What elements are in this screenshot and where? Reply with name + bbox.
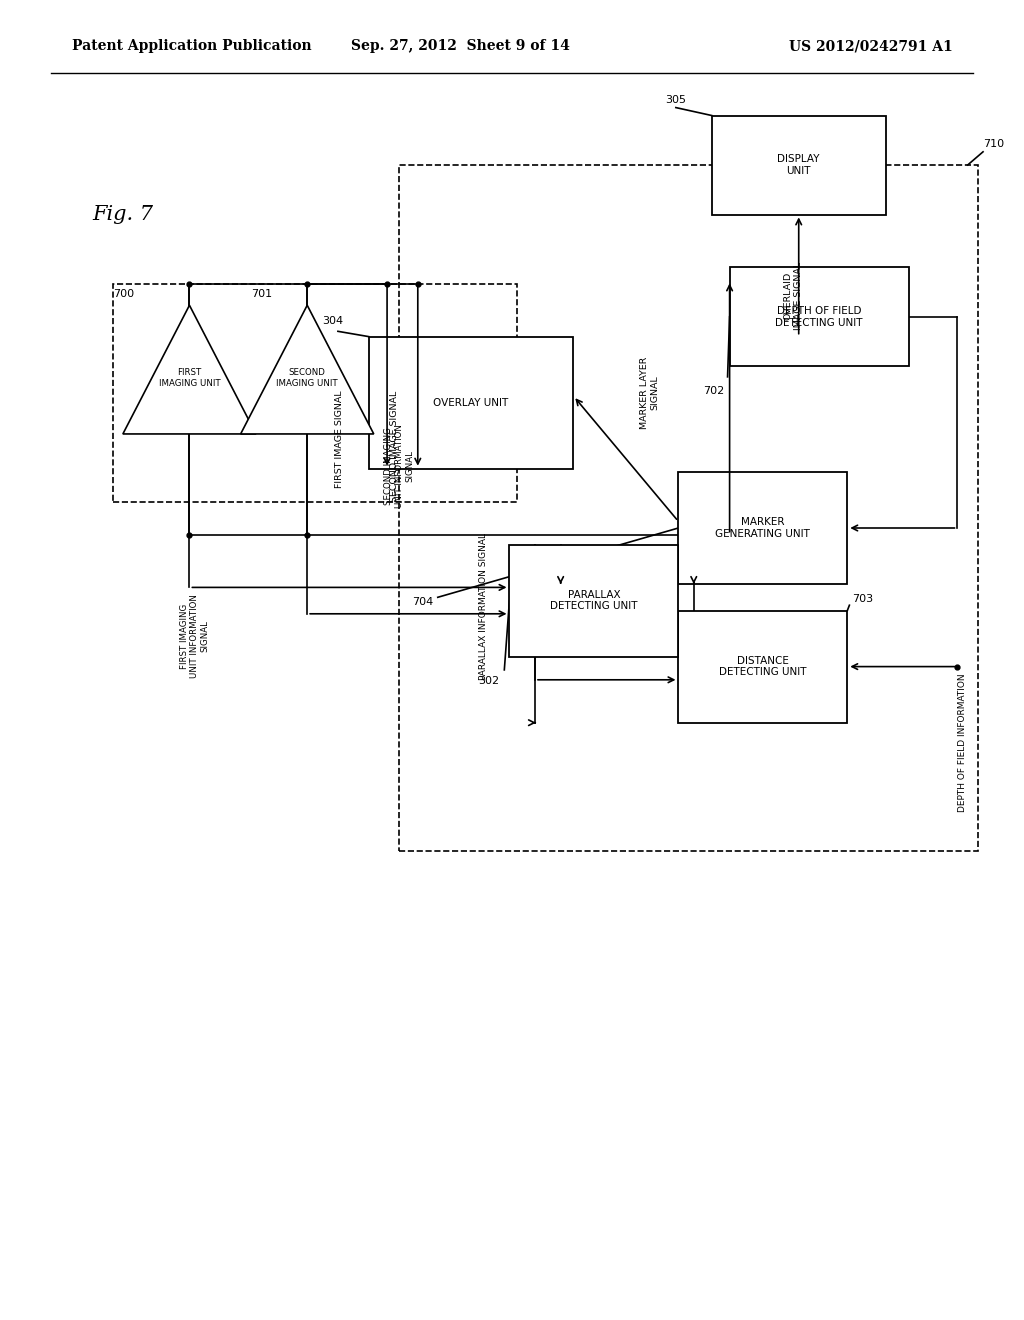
Text: FIRST
IMAGING UNIT: FIRST IMAGING UNIT [159, 368, 220, 388]
Text: 302: 302 [478, 676, 499, 686]
Text: MARKER LAYER
SIGNAL: MARKER LAYER SIGNAL [640, 356, 659, 429]
Text: DEPTH OF FIELD
DETECTING UNIT: DEPTH OF FIELD DETECTING UNIT [775, 306, 863, 327]
Polygon shape [241, 305, 374, 434]
Text: DISTANCE
DETECTING UNIT: DISTANCE DETECTING UNIT [719, 656, 807, 677]
Text: 701: 701 [251, 289, 272, 298]
Text: 702: 702 [703, 385, 725, 396]
Text: SECOND
IMAGING UNIT: SECOND IMAGING UNIT [276, 368, 338, 388]
Text: 703: 703 [852, 594, 873, 605]
Text: SECOND IMAGING
UNIT INFORMATION
SIGNAL: SECOND IMAGING UNIT INFORMATION SIGNAL [384, 424, 415, 508]
Text: DEPTH OF FIELD INFORMATION: DEPTH OF FIELD INFORMATION [958, 673, 967, 812]
FancyBboxPatch shape [729, 267, 909, 366]
Text: US 2012/0242791 A1: US 2012/0242791 A1 [788, 40, 952, 53]
FancyBboxPatch shape [369, 337, 573, 469]
Text: 700: 700 [113, 289, 134, 298]
FancyBboxPatch shape [712, 116, 886, 214]
Text: Patent Application Publication: Patent Application Publication [72, 40, 311, 53]
Text: FIRST IMAGE SIGNAL: FIRST IMAGE SIGNAL [336, 391, 344, 488]
FancyBboxPatch shape [678, 610, 848, 722]
Text: PARALLAX
DETECTING UNIT: PARALLAX DETECTING UNIT [550, 590, 638, 611]
Text: Sep. 27, 2012  Sheet 9 of 14: Sep. 27, 2012 Sheet 9 of 14 [351, 40, 570, 53]
Text: MARKER
GENERATING UNIT: MARKER GENERATING UNIT [716, 517, 810, 539]
Text: Fig. 7: Fig. 7 [92, 206, 154, 224]
Text: PARALLAX INFORMATION SIGNAL: PARALLAX INFORMATION SIGNAL [479, 533, 488, 680]
FancyBboxPatch shape [678, 473, 848, 583]
Text: 710: 710 [983, 139, 1005, 149]
Polygon shape [123, 305, 256, 434]
Text: 305: 305 [666, 95, 687, 106]
Text: 304: 304 [323, 315, 344, 326]
Text: OVERLAID
IMAGE SIGNAL: OVERLAID IMAGE SIGNAL [784, 261, 803, 330]
Text: 704: 704 [412, 597, 433, 607]
Text: FIRST IMAGING
UNIT INFORMATION
SIGNAL: FIRST IMAGING UNIT INFORMATION SIGNAL [179, 594, 210, 678]
Text: DISPLAY
UNIT: DISPLAY UNIT [777, 154, 820, 176]
Text: OVERLAY UNIT: OVERLAY UNIT [433, 397, 509, 408]
Text: SECOND IMAGE SIGNAL: SECOND IMAGE SIGNAL [390, 391, 398, 502]
FancyBboxPatch shape [509, 544, 678, 656]
